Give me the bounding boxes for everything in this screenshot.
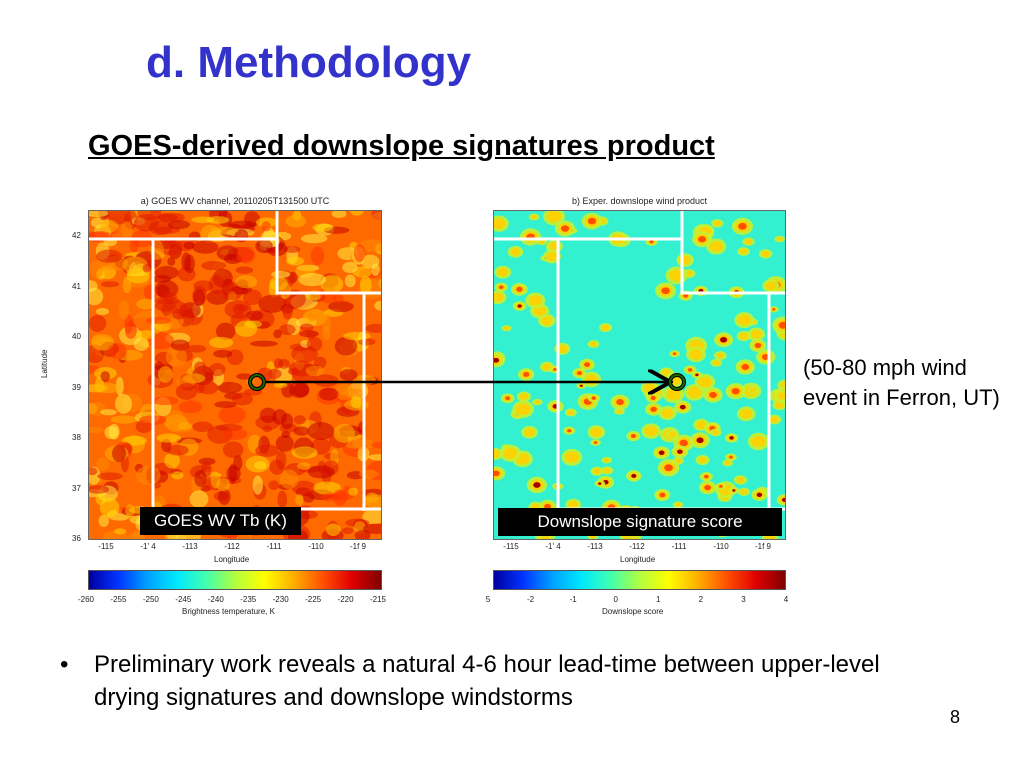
slide-subtitle: GOES-derived downslope signatures produc…	[88, 130, 715, 162]
panel-a-tag: GOES WV Tb (K)	[140, 507, 301, 535]
y-tick-label: 38	[72, 433, 81, 442]
colorbar-tick-label: 4	[783, 595, 789, 604]
y-tick-label: 36	[72, 534, 81, 543]
bullet-item: • Preliminary work reveals a natural 4-6…	[60, 648, 920, 714]
bullet-text: Preliminary work reveals a natural 4-6 h…	[94, 651, 880, 711]
colorbar-tick-label: 5	[485, 595, 491, 604]
x-tick-label: -1' 4	[140, 542, 156, 551]
panel-b-map	[493, 210, 786, 540]
y-tick-label: 40	[72, 332, 81, 341]
colorbar-tick-label: -255	[110, 595, 127, 604]
colorbar-tick-label: -215	[369, 595, 386, 604]
panel-a-map	[88, 210, 382, 540]
colorbar-tick-label: 1	[656, 595, 661, 604]
colorbar-tick-label: 0	[613, 595, 618, 604]
colorbar-tick-label: -240	[207, 595, 224, 604]
colorbar-tick-label: -245	[175, 595, 192, 604]
panel-b-colorbar	[493, 570, 786, 590]
colorbar-tick-label: -250	[142, 595, 159, 604]
colorbar-tick-label: -235	[240, 595, 257, 604]
x-tick-label: -1f 9	[754, 542, 771, 551]
panel-a-xlabel: Longitude	[214, 555, 250, 564]
panel-a-colorbar-label: Brightness temperature, K	[182, 607, 275, 616]
x-tick-label: -113	[587, 542, 603, 551]
panel-b-title: b) Exper. downslope wind product	[571, 196, 708, 206]
colorbar-tick-label: -220	[337, 595, 354, 604]
colorbar-tick-label: -230	[272, 595, 289, 604]
x-tick-label: -111	[671, 542, 687, 551]
bullet-symbol: •	[60, 651, 69, 678]
panel-a-colorbar	[88, 570, 382, 590]
y-tick-label: 39	[72, 382, 81, 392]
page-number: 8	[950, 707, 961, 727]
colorbar-tick-label: 3	[741, 595, 746, 604]
x-tick-label: -1' 4	[545, 542, 561, 551]
panel-b-xlabel: Longitude	[620, 555, 656, 564]
downslope-score-map	[494, 211, 785, 539]
panel-a-title: a) GOES WV channel, 20110205T131500 UTC	[140, 196, 330, 206]
x-tick-label: -115	[503, 542, 519, 551]
colorbar-tick-label: 2	[698, 595, 704, 604]
slide-title: d. Methodology	[146, 38, 472, 87]
colorbar-tick-label: -1	[569, 595, 577, 604]
y-tick-label: 41	[72, 281, 81, 291]
x-tick-label: -110	[308, 542, 324, 551]
event-note: (50-80 mph wind event in Ferron, UT)	[803, 355, 1000, 410]
colorbar-tick-label: -2	[527, 595, 535, 604]
panel-b-tag: Downslope signature score	[498, 508, 782, 536]
x-tick-label: -113	[182, 542, 198, 551]
x-tick-label: -115	[98, 542, 114, 551]
colorbar-tick-label: -260	[77, 595, 94, 604]
x-tick-label: -110	[713, 542, 729, 551]
panel-b-colorbar-label: Downslope score	[602, 607, 664, 616]
y-tick-label: 37	[72, 483, 81, 493]
x-tick-label: -111	[266, 542, 282, 551]
x-tick-label: -112	[224, 542, 240, 551]
panel-a-ylabel: Latitude	[40, 349, 49, 378]
x-tick-label: -1f 9	[349, 542, 366, 551]
x-tick-label: -112	[629, 542, 645, 551]
y-tick-label: 42	[72, 231, 81, 240]
colorbar-tick-label: -225	[305, 595, 322, 604]
wv-brightness-map	[89, 211, 381, 539]
